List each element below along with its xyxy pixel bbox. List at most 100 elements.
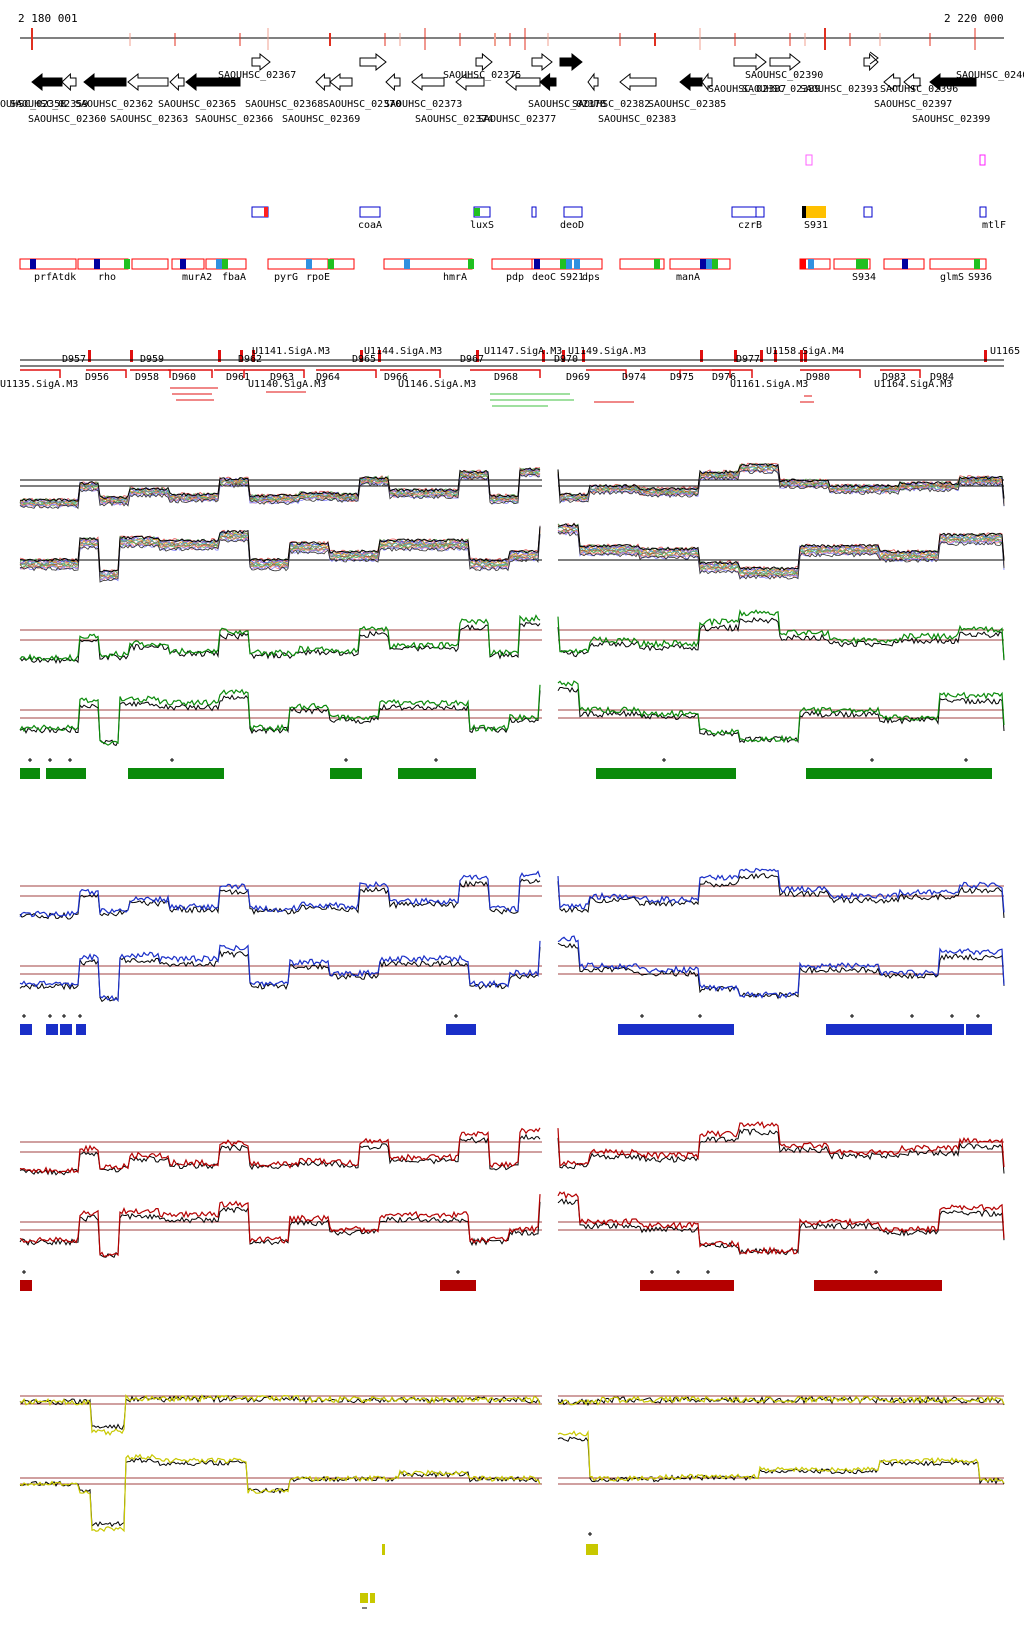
annot-label[interactable]: S931 bbox=[804, 220, 828, 231]
tu-label[interactable]: D975 bbox=[670, 372, 694, 383]
gene-tile bbox=[833, 258, 871, 270]
tu-label[interactable]: D970 bbox=[554, 354, 578, 365]
gene-label[interactable]: SAOUHSC_02383 bbox=[598, 114, 676, 125]
gene-label[interactable]: SAOUHSC_02377 bbox=[478, 114, 556, 125]
tu-label[interactable]: U1161.SigA.M3 bbox=[730, 379, 808, 390]
tu-label[interactable]: D984 bbox=[930, 372, 954, 383]
tu-label[interactable]: D976 bbox=[712, 372, 736, 383]
tu-label[interactable]: D969 bbox=[566, 372, 590, 383]
tu-label[interactable]: D966 bbox=[384, 372, 408, 383]
gene-label[interactable]: SAOUHSC_02366 bbox=[195, 114, 273, 125]
gene-label[interactable]: SAOUHSC_02385 bbox=[648, 99, 726, 110]
annot-label[interactable]: czrB bbox=[738, 220, 762, 231]
gene-label[interactable]: SAOUHSC_02389 bbox=[742, 84, 820, 95]
gene-label[interactable]: SAOUHSC_02375 bbox=[443, 70, 521, 81]
gene-label[interactable]: SAOUHSC_02365 bbox=[158, 99, 236, 110]
annot-label[interactable]: deoC bbox=[532, 272, 556, 283]
gene-tile bbox=[491, 258, 533, 270]
annot-label[interactable]: rpoE bbox=[306, 272, 330, 283]
annot-label[interactable]: fbaA bbox=[222, 272, 246, 283]
tu-start bbox=[218, 350, 221, 362]
tu-label[interactable]: D968 bbox=[494, 372, 518, 383]
annot-label[interactable]: deoD bbox=[560, 220, 584, 231]
tu-label[interactable]: U1141.SigA.M3 bbox=[252, 346, 330, 357]
gene-label[interactable]: OUHSC_02358 bbox=[0, 99, 66, 110]
gene-tile bbox=[383, 258, 473, 270]
tu-label[interactable]: D983 bbox=[882, 372, 906, 383]
tu-label[interactable]: U1165 bbox=[990, 346, 1020, 357]
annot-label[interactable]: glmS bbox=[940, 272, 964, 283]
expression-trace bbox=[557, 1395, 1005, 1406]
gene-label[interactable]: SAOUHSC_02387 bbox=[708, 84, 786, 95]
tu-label[interactable]: D977 bbox=[736, 354, 760, 365]
tu-label[interactable]: D961 bbox=[226, 372, 250, 383]
gene-label[interactable]: SAOUHSC_02368 bbox=[245, 99, 323, 110]
gene-label[interactable]: SAOUHSC_02370 bbox=[323, 99, 401, 110]
tu-label[interactable]: U1144.SigA.M3 bbox=[364, 346, 442, 357]
tu-label[interactable]: D980 bbox=[806, 372, 830, 383]
gene-label[interactable]: SAOUHSC_02390 bbox=[745, 70, 823, 81]
tu-label[interactable]: U1140.SigA.M3 bbox=[248, 379, 326, 390]
tu-label[interactable]: D956 bbox=[85, 372, 109, 383]
annot-label[interactable]: hmrA bbox=[443, 272, 467, 283]
annot-label[interactable]: prfAtdk bbox=[34, 272, 76, 283]
annot-label[interactable]: mtlF bbox=[982, 220, 1006, 231]
gene-label[interactable]: SAOUHSC_02362 bbox=[75, 99, 153, 110]
tu-label[interactable]: D960 bbox=[172, 372, 196, 383]
tu-label[interactable]: U1149.SigA.M3 bbox=[568, 346, 646, 357]
gene-label[interactable]: SAOUHSC_02373 bbox=[384, 99, 462, 110]
annot-label[interactable]: luxS bbox=[470, 220, 494, 231]
tu-label[interactable]: D967 bbox=[460, 354, 484, 365]
annot-label[interactable]: rho bbox=[98, 272, 116, 283]
gene-label[interactable]: SAOUHSC_02382 bbox=[572, 99, 650, 110]
annotation-track: coaA luxS deoD czrB S931 mtlF prfAtdk rh… bbox=[19, 154, 1006, 283]
annot-label[interactable]: murA2 bbox=[182, 272, 212, 283]
annot-label[interactable]: S934 bbox=[852, 272, 876, 283]
gene-label[interactable]: SAOUHSC_02397 bbox=[874, 99, 952, 110]
gene-label[interactable]: SAOUHSC_02360 bbox=[28, 114, 106, 125]
gene-label[interactable]: SAOUHSC_0240 bbox=[956, 70, 1024, 81]
region-block bbox=[76, 1024, 86, 1035]
tu-label[interactable]: U1164.SigA.M3 bbox=[874, 379, 952, 390]
annot-fill bbox=[700, 259, 706, 269]
annot-label[interactable]: S936 bbox=[968, 272, 992, 283]
expression-trace bbox=[19, 940, 541, 1002]
tu-label[interactable]: D958 bbox=[135, 372, 159, 383]
gene-label[interactable]: SAOUHSC_02369 bbox=[282, 114, 360, 125]
gene-arrow bbox=[315, 72, 331, 92]
ruler-start-label: 2 180 001 bbox=[18, 12, 78, 25]
annot-label[interactable]: dps bbox=[582, 272, 600, 283]
tu-label[interactable]: D963 bbox=[270, 372, 294, 383]
gene-label[interactable]: SAOUHSC_02359 bbox=[10, 99, 88, 110]
tu-segment bbox=[712, 369, 753, 378]
tu-start bbox=[984, 350, 987, 362]
gene-label[interactable]: SAOUHSC_02399 bbox=[912, 114, 990, 125]
tu-start bbox=[252, 350, 255, 362]
annot-label[interactable]: pyrG bbox=[274, 272, 298, 283]
tu-label[interactable]: U1147.SigA.M3 bbox=[484, 346, 562, 357]
tu-label[interactable]: U1158.SigA.M4 bbox=[766, 346, 844, 357]
tu-label[interactable]: D962 bbox=[238, 354, 262, 365]
tu-label[interactable]: U1135.SigA.M3 bbox=[0, 379, 78, 390]
tu-label[interactable]: D965 bbox=[352, 354, 376, 365]
annot-label[interactable]: coaA bbox=[358, 220, 382, 231]
tu-start bbox=[760, 350, 763, 362]
annot-label[interactable]: manA bbox=[676, 272, 700, 283]
gene-label[interactable]: SAOUHSC_02378 bbox=[528, 99, 606, 110]
tu-label[interactable]: D959 bbox=[140, 354, 164, 365]
gene-label[interactable]: SAOUHSC_02374 bbox=[415, 114, 493, 125]
tu-label[interactable]: U1146.SigA.M3 bbox=[398, 379, 476, 390]
annot-label[interactable]: pdp bbox=[506, 272, 524, 283]
annot-tile bbox=[359, 206, 381, 218]
annot-label[interactable]: S921 bbox=[560, 272, 584, 283]
annot-fill bbox=[328, 259, 334, 269]
gene-label[interactable]: SAOUHSC_02393 bbox=[800, 84, 878, 95]
tu-label[interactable]: D964 bbox=[316, 372, 340, 383]
gene-label[interactable]: SAOUHSC_02367 bbox=[218, 70, 296, 81]
gene-label[interactable]: SAOUHSC_02363 bbox=[110, 114, 188, 125]
gene-label[interactable]: SAOUHSC_02396 bbox=[880, 84, 958, 95]
region-block bbox=[330, 768, 362, 779]
tu-label[interactable]: D957 bbox=[62, 354, 86, 365]
tu-label[interactable]: D974 bbox=[622, 372, 646, 383]
gene-arrow bbox=[929, 72, 977, 92]
